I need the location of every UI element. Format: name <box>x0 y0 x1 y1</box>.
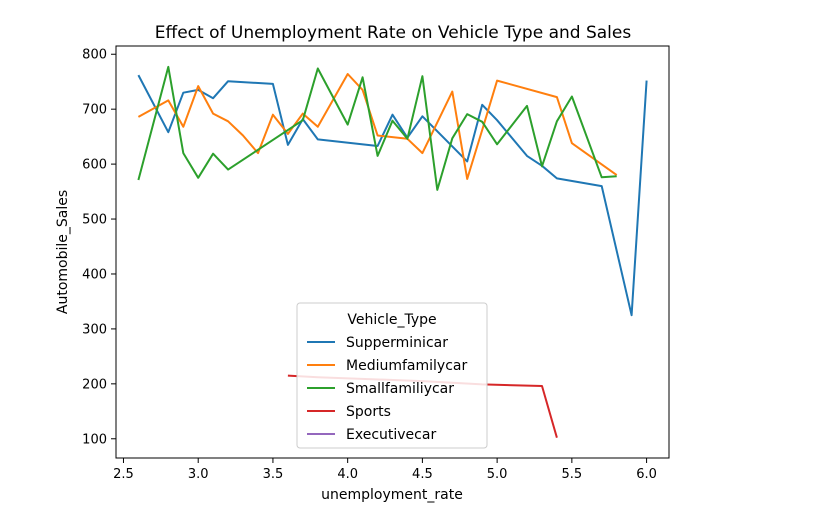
series-line-smallfamiliycar <box>137 65 617 191</box>
legend: Vehicle_Type Supperminicar Mediumfamilyca… <box>296 302 488 449</box>
y-tick-label: 300 <box>82 322 107 337</box>
x-tick-label: 4.0 <box>337 467 358 482</box>
y-tick-label: 100 <box>82 432 107 447</box>
y-tick-label: 200 <box>82 377 107 392</box>
series-line-supperminicar <box>137 74 648 317</box>
x-tick-label: 6.0 <box>636 467 657 482</box>
x-tick-label: 4.5 <box>412 467 433 482</box>
x-tick-label: 5.0 <box>487 467 508 482</box>
y-axis-label: Automobile_Sales <box>55 190 71 314</box>
legend-items: Supperminicar Mediumfamilycar Smallfamiliy… <box>307 335 467 443</box>
legend-label-smallfamiliycar: Smallfamiliycar <box>346 381 454 397</box>
y-tick-label: 400 <box>82 267 107 282</box>
x-tick-label: 2.5 <box>113 467 134 482</box>
x-axis-label: unemployment_rate <box>321 487 463 503</box>
y-tick-label: 500 <box>82 213 107 228</box>
legend-label-executivecar: Executivecar <box>346 427 436 443</box>
x-tick-label: 3.5 <box>263 467 284 482</box>
y-tick-label: 700 <box>82 103 107 118</box>
legend-label-supperminicar: Supperminicar <box>346 335 448 351</box>
x-axis: 2.5 3.0 3.5 4.0 4.5 5.0 5.5 6.0 <box>113 458 657 482</box>
legend-label-sports: Sports <box>346 404 391 420</box>
legend-frame <box>296 302 488 449</box>
series-line-mediumfamilycar <box>137 73 618 180</box>
y-axis: 100 200 300 400 500 600 700 800 <box>82 48 116 447</box>
x-tick-label: 3.0 <box>188 467 209 482</box>
legend-label-mediumfamilycar: Mediumfamilycar <box>346 358 467 374</box>
legend-title: Vehicle_Type <box>347 312 436 328</box>
plot-frame <box>115 45 670 459</box>
y-tick-label: 800 <box>82 48 107 63</box>
x-tick-label: 5.5 <box>562 467 583 482</box>
y-tick-label: 600 <box>82 158 107 173</box>
chart-title: Effect of Unemployment Rate on Vehicle T… <box>155 23 632 43</box>
